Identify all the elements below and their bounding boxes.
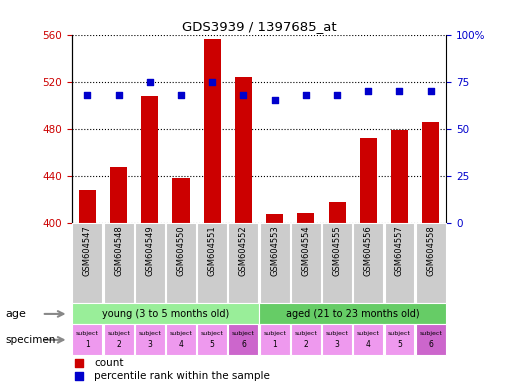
Bar <box>198 223 227 303</box>
Text: count: count <box>94 358 124 368</box>
Title: GDS3939 / 1397685_at: GDS3939 / 1397685_at <box>182 20 337 33</box>
Text: subject: subject <box>139 331 161 336</box>
Text: subject: subject <box>263 331 286 336</box>
Point <box>208 79 216 85</box>
Bar <box>322 223 352 303</box>
Bar <box>266 215 283 223</box>
Text: subject: subject <box>76 331 99 336</box>
Bar <box>328 202 346 223</box>
Bar <box>422 122 439 223</box>
Text: GSM604557: GSM604557 <box>395 225 404 276</box>
Bar <box>141 96 159 223</box>
Text: GSM604548: GSM604548 <box>114 225 123 276</box>
Text: GSM604550: GSM604550 <box>176 225 186 276</box>
Point <box>83 92 91 98</box>
Bar <box>104 324 133 355</box>
Point <box>146 79 154 85</box>
Text: 2: 2 <box>116 340 121 349</box>
Text: 5: 5 <box>210 340 215 349</box>
Text: GSM604558: GSM604558 <box>426 225 435 276</box>
Bar <box>322 324 352 355</box>
Point <box>240 92 248 98</box>
Text: GSM604551: GSM604551 <box>208 225 217 276</box>
Point <box>270 98 279 104</box>
Text: GSM604549: GSM604549 <box>145 225 154 276</box>
Bar <box>291 324 321 355</box>
Text: subject: subject <box>326 331 348 336</box>
Bar <box>72 303 259 324</box>
Text: subject: subject <box>170 331 192 336</box>
Point <box>333 92 341 98</box>
Bar <box>360 138 377 223</box>
Bar <box>260 223 290 303</box>
Bar <box>104 223 133 303</box>
Bar <box>353 223 383 303</box>
Text: 4: 4 <box>179 340 184 349</box>
Bar <box>416 223 446 303</box>
Point <box>114 92 123 98</box>
Text: subject: subject <box>294 331 318 336</box>
Text: 5: 5 <box>397 340 402 349</box>
Bar <box>298 214 314 223</box>
Text: age: age <box>5 309 26 319</box>
Bar <box>72 223 103 303</box>
Text: specimen: specimen <box>5 335 55 345</box>
Text: subject: subject <box>232 331 255 336</box>
Point <box>396 88 404 94</box>
Text: 2: 2 <box>304 340 308 349</box>
Bar <box>110 167 127 223</box>
Text: subject: subject <box>388 331 411 336</box>
Point <box>75 360 84 366</box>
Text: GSM604556: GSM604556 <box>364 225 373 276</box>
Text: 3: 3 <box>334 340 340 349</box>
Text: 6: 6 <box>241 340 246 349</box>
Text: subject: subject <box>419 331 442 336</box>
Bar <box>135 223 165 303</box>
Text: subject: subject <box>357 331 380 336</box>
Bar <box>198 324 227 355</box>
Point <box>75 373 84 379</box>
Point <box>364 88 372 94</box>
Bar <box>235 77 252 223</box>
Text: aged (21 to 23 months old): aged (21 to 23 months old) <box>286 309 420 319</box>
Text: GSM604552: GSM604552 <box>239 225 248 276</box>
Point <box>177 92 185 98</box>
Bar <box>228 223 259 303</box>
Bar <box>172 178 190 223</box>
Text: GSM604547: GSM604547 <box>83 225 92 276</box>
Text: 1: 1 <box>272 340 277 349</box>
Bar <box>79 190 96 223</box>
Bar <box>72 324 103 355</box>
Bar <box>166 324 196 355</box>
Bar <box>416 324 446 355</box>
Bar <box>260 324 290 355</box>
Bar <box>166 223 196 303</box>
Text: 6: 6 <box>428 340 433 349</box>
Bar <box>204 39 221 223</box>
Bar <box>135 324 165 355</box>
Bar <box>291 223 321 303</box>
Text: 1: 1 <box>85 340 90 349</box>
Text: 3: 3 <box>147 340 152 349</box>
Bar <box>353 324 383 355</box>
Text: GSM604553: GSM604553 <box>270 225 279 276</box>
Point <box>302 92 310 98</box>
Bar <box>391 130 408 223</box>
Point <box>427 88 435 94</box>
Bar <box>385 324 415 355</box>
Text: subject: subject <box>107 331 130 336</box>
Bar <box>259 303 446 324</box>
Text: GSM604554: GSM604554 <box>301 225 310 276</box>
Text: subject: subject <box>201 331 224 336</box>
Text: young (3 to 5 months old): young (3 to 5 months old) <box>102 309 229 319</box>
Bar <box>385 223 415 303</box>
Text: percentile rank within the sample: percentile rank within the sample <box>94 371 270 381</box>
Bar <box>228 324 259 355</box>
Text: 4: 4 <box>366 340 371 349</box>
Text: GSM604555: GSM604555 <box>332 225 342 276</box>
